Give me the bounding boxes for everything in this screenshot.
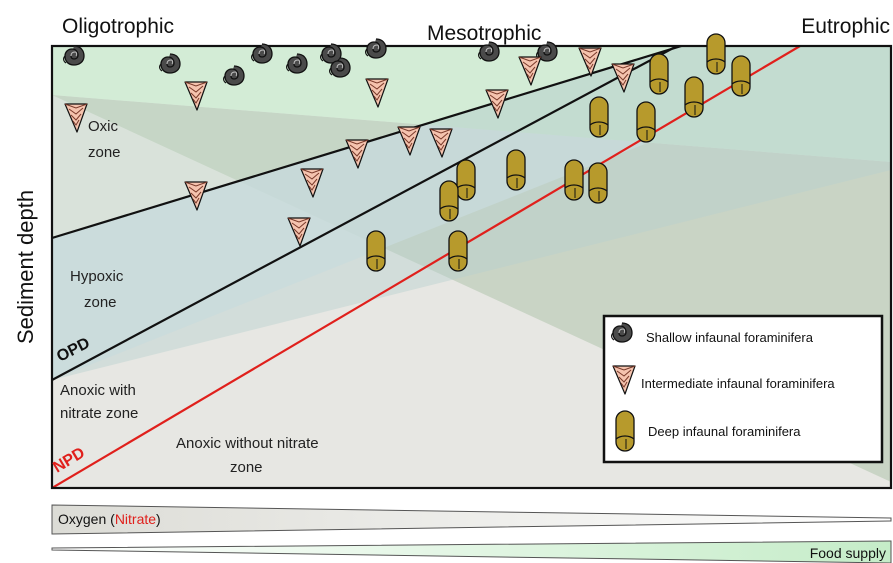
opd-line	[52, 46, 678, 381]
oxic-wedge-overlap	[52, 46, 891, 238]
food-wedge	[51, 540, 892, 563]
zone-anoxic-nitrate-label-2: nitrate zone	[60, 405, 138, 422]
header-eutrophic: Eutrophic	[801, 15, 890, 38]
deep-foraminifera-icon	[649, 53, 669, 95]
y-axis-label: Sediment depth	[13, 190, 38, 344]
food-supply-label: Food supply	[810, 545, 886, 561]
deep-foraminifera-icon	[439, 180, 459, 222]
header-oligotrophic: Oligotrophic	[62, 15, 174, 38]
nitrate-label: Nitrate	[115, 511, 156, 527]
deep-foraminifera-icon	[366, 230, 386, 272]
food-supply-gradient-bar: Food supply	[51, 540, 892, 563]
header-mesotrophic: Mesotrophic	[427, 22, 541, 45]
zone-hypoxic-label: Hypoxic	[70, 268, 124, 285]
zone-anoxic-nitrate-label: Anoxic with	[60, 382, 136, 399]
diagram-frame	[50, 44, 893, 490]
zone-hypoxic-label-2: zone	[84, 294, 117, 311]
legend: Shallow infaunal foraminifera Intermedia…	[602, 314, 884, 464]
deep-foraminifera-icon	[448, 230, 468, 272]
npd-line	[52, 46, 801, 488]
deep-foraminifera-icon	[731, 55, 751, 97]
deep-foraminifera-icon	[706, 33, 726, 75]
legend-intermediate-label: Intermediate infaunal foraminifera	[641, 376, 835, 391]
deep-foraminifera-icon	[456, 159, 476, 201]
hypoxic-wedge-overlap	[52, 46, 891, 380]
legend-deep-label: Deep infaunal foraminifera	[648, 424, 801, 439]
zone-oxic-label-2: zone	[88, 144, 121, 161]
deep-foraminifera-icon	[636, 101, 656, 143]
legend-deep-icon	[615, 410, 635, 452]
zone-anoxic-no-nitrate-label-2: zone	[230, 459, 263, 476]
deep-foraminifera-icon	[589, 96, 609, 138]
zone-oxic-label: Oxic	[88, 118, 119, 135]
zone-anoxic-no-nitrate-label: Anoxic without nitrate	[176, 435, 319, 452]
deep-foraminifera-icon	[564, 159, 584, 201]
oxygen-label: Oxygen (Nitrate)	[58, 511, 161, 527]
shallow-foraminifera-icon	[364, 38, 387, 59]
oxygen-wedge	[51, 504, 892, 535]
legend-shallow-label: Shallow infaunal foraminifera	[646, 330, 814, 345]
oxic-zone-fill	[52, 46, 891, 162]
deep-foraminifera-icon	[684, 76, 704, 118]
oxygen-gradient-bar: Oxygen (Nitrate)	[51, 504, 892, 535]
deep-foraminifera-icon	[506, 149, 526, 191]
deep-foraminifera-icon	[588, 162, 608, 204]
legend-box	[602, 314, 884, 464]
